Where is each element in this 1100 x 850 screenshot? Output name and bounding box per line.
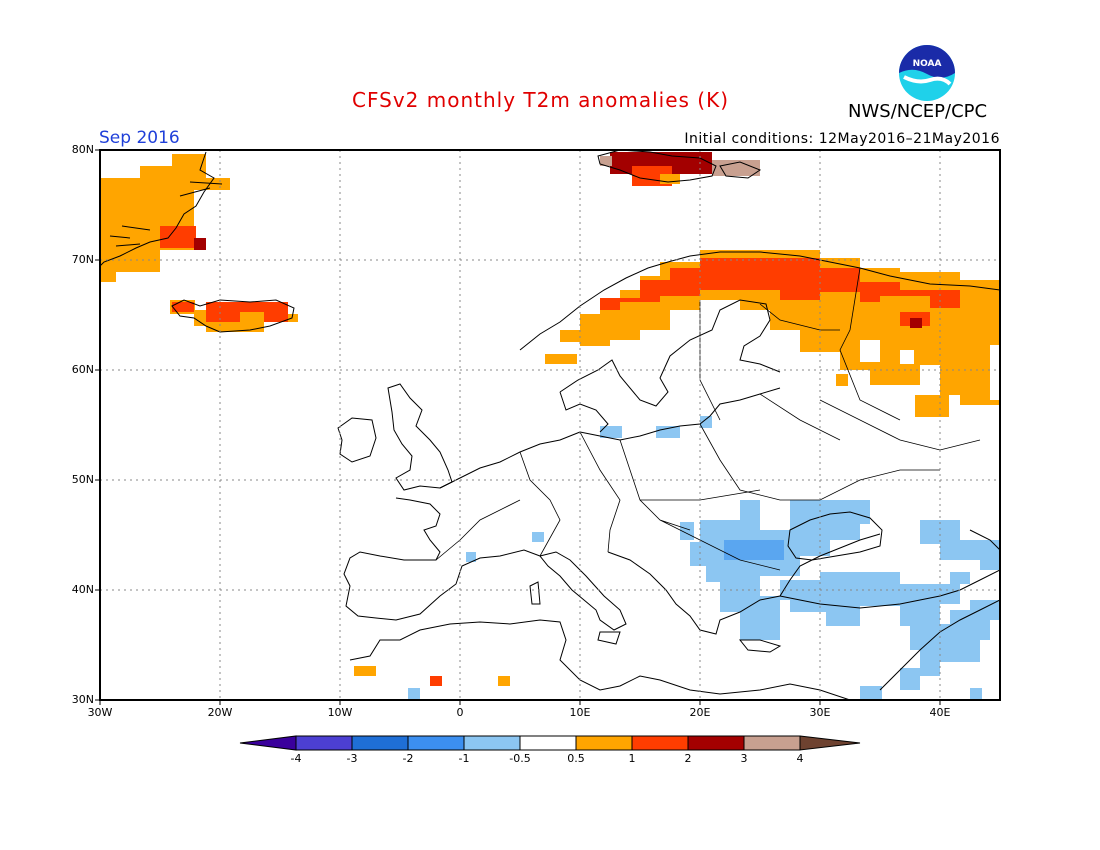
colorbar-segment bbox=[687, 735, 745, 751]
colorbar-segment bbox=[463, 735, 521, 751]
colorbar-tick-p05: 0.5 bbox=[567, 752, 585, 765]
colorbar-tick-p2: 2 bbox=[684, 752, 692, 765]
noaa-logo: NOAA bbox=[899, 45, 955, 101]
colorbar-segment bbox=[743, 735, 801, 751]
colorbar-segment bbox=[407, 735, 465, 751]
colorbar-tick-m3: -3 bbox=[346, 752, 358, 765]
initial-conditions: Initial conditions: 12May2016–21May2016 bbox=[684, 131, 1000, 147]
colorbar-segment bbox=[631, 735, 689, 751]
logo-text: NOAA bbox=[913, 59, 942, 69]
lat-label-70n: 70N bbox=[71, 253, 94, 266]
anomaly-north-africa bbox=[354, 666, 510, 686]
colorbar-segment bbox=[519, 735, 577, 751]
lat-label-80n: 80N bbox=[71, 143, 94, 156]
colorbar-tick-m2: -2 bbox=[402, 752, 414, 765]
colorbar-segment bbox=[351, 735, 409, 751]
anomaly-iceland bbox=[170, 300, 298, 332]
colorbar-tick-p3: 3 bbox=[740, 752, 748, 765]
colorbar-arrow-low bbox=[239, 735, 297, 751]
colorbar-segment bbox=[575, 735, 633, 751]
anomaly-scandinavia bbox=[545, 250, 1000, 417]
chart-title: CFSv2 monthly T2m anomalies (K) bbox=[352, 88, 729, 112]
lon-label-10w: 10W bbox=[327, 706, 353, 719]
lon-label-20e: 20E bbox=[689, 706, 711, 719]
map-frame bbox=[99, 149, 1001, 701]
lon-label-10e: 10E bbox=[569, 706, 591, 719]
lon-label-20w: 20W bbox=[207, 706, 233, 719]
colorbar-tick-m05: -0.5 bbox=[509, 752, 531, 765]
lat-label-50n: 50N bbox=[71, 473, 94, 486]
lat-label-30n: 30N bbox=[71, 693, 94, 706]
lon-label-30e: 30E bbox=[809, 706, 831, 719]
colorbar-segment bbox=[295, 735, 353, 751]
lon-label-40e: 40E bbox=[929, 706, 951, 719]
lat-label-40n: 40N bbox=[71, 583, 94, 596]
colorbar-tick-p4: 4 bbox=[796, 752, 804, 765]
anomaly-greenland bbox=[100, 150, 230, 282]
colorbar-tick-p1: 1 bbox=[628, 752, 636, 765]
agency-label: NWS/NCEP/CPC bbox=[848, 101, 988, 122]
colorbar-arrow-high bbox=[799, 735, 861, 751]
colorbar-tick-m4: -4 bbox=[290, 752, 302, 765]
grid-lines bbox=[100, 150, 1000, 700]
forecast-month: Sep 2016 bbox=[99, 128, 180, 148]
lon-label-0: 0 bbox=[456, 706, 464, 719]
colorbar-tick-m1: -1 bbox=[458, 752, 470, 765]
lon-label-30w: 30W bbox=[87, 706, 113, 719]
lat-label-60n: 60N bbox=[71, 363, 94, 376]
